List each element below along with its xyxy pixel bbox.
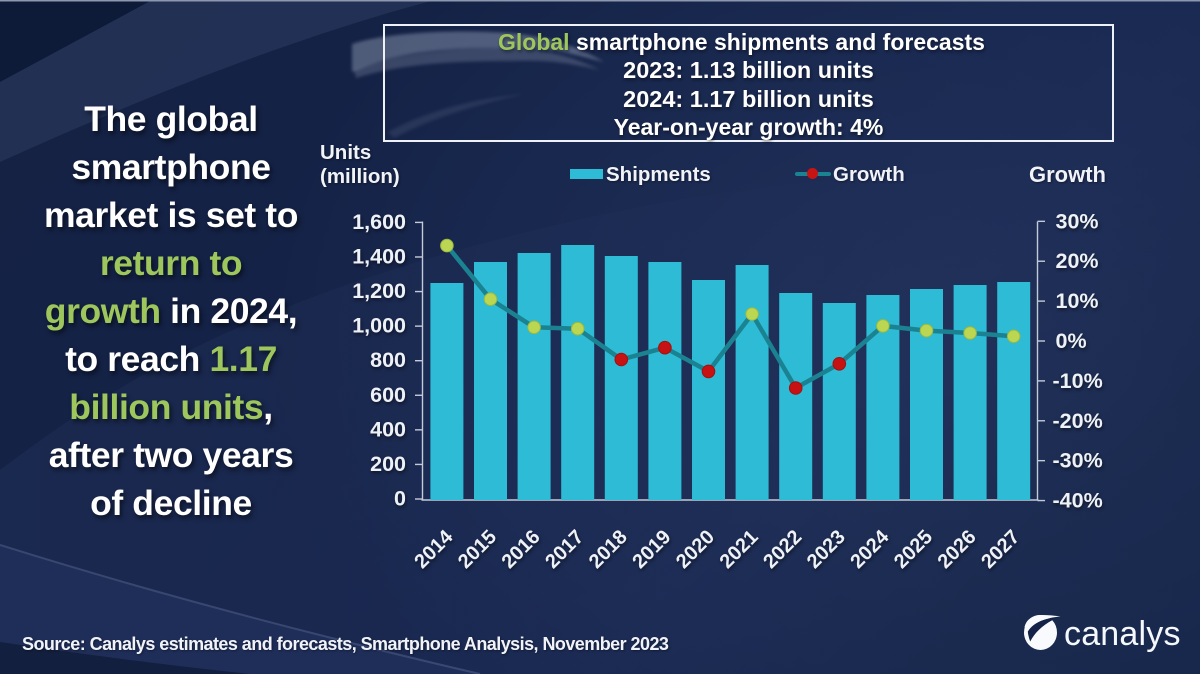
svg-text:30%: 30% [1056,209,1099,233]
svg-text:canalys: canalys [1064,615,1181,653]
svg-text:1,400: 1,400 [352,244,406,268]
svg-text:1,000: 1,000 [352,314,406,338]
svg-text:1,200: 1,200 [352,279,406,303]
svg-text:20%: 20% [1056,249,1099,273]
svg-text:400: 400 [370,417,406,441]
svg-text:2023: 2023 [803,526,850,573]
svg-text:2016: 2016 [498,526,545,573]
svg-text:2026: 2026 [934,526,981,573]
svg-text:2017: 2017 [541,526,588,573]
svg-text:-20%: -20% [1053,409,1103,433]
svg-text:2015: 2015 [454,526,501,573]
svg-text:1,600: 1,600 [352,210,406,234]
svg-text:0: 0 [394,487,406,511]
svg-text:2027: 2027 [977,526,1024,573]
svg-text:10%: 10% [1056,289,1099,313]
svg-text:2020: 2020 [672,526,719,573]
svg-text:600: 600 [370,383,406,407]
svg-text:2018: 2018 [585,526,632,573]
svg-text:2021: 2021 [716,526,763,573]
svg-text:2014: 2014 [410,525,458,573]
svg-text:-30%: -30% [1053,449,1103,473]
svg-text:200: 200 [370,452,406,476]
svg-text:800: 800 [370,348,406,372]
svg-text:0%: 0% [1056,329,1087,353]
svg-text:-40%: -40% [1053,489,1103,513]
svg-text:2024: 2024 [846,525,894,573]
svg-text:2025: 2025 [890,526,937,573]
svg-text:-10%: -10% [1053,369,1103,393]
svg-text:2022: 2022 [759,526,806,573]
svg-text:2019: 2019 [628,526,675,573]
